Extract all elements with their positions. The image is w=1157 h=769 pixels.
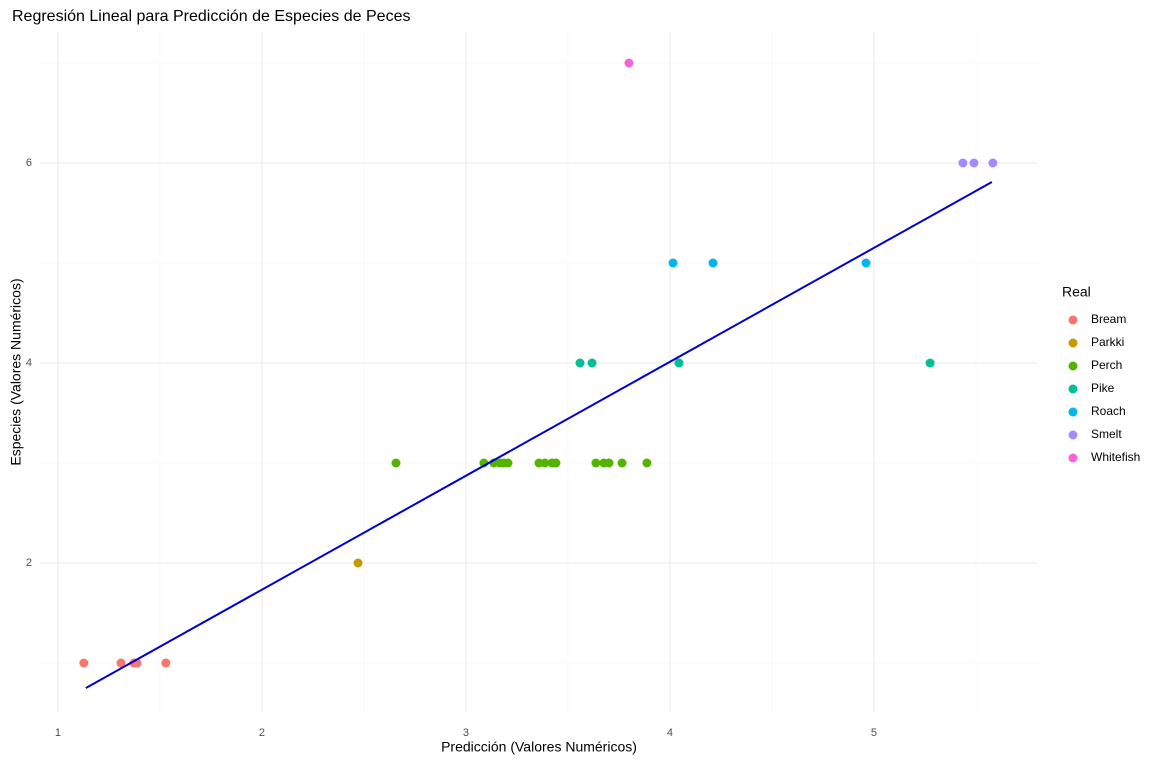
y-tick-label: 4: [26, 357, 32, 369]
data-point: [708, 258, 718, 268]
legend-marker: [1068, 453, 1078, 463]
data-point: [79, 658, 89, 668]
legend-label: Whitefish: [1091, 450, 1140, 464]
legend-title: Real: [1062, 284, 1091, 300]
x-tick-label: 2: [259, 727, 265, 739]
data-point: [575, 358, 585, 368]
grid: [40, 32, 1038, 712]
legend-marker: [1068, 407, 1078, 417]
x-tick-label: 3: [463, 727, 469, 739]
legend-marker: [1068, 315, 1078, 325]
legend-marker: [1068, 338, 1078, 348]
legend-label: Parkki: [1091, 335, 1124, 349]
x-tick-label: 5: [871, 727, 877, 739]
data-point: [391, 458, 401, 468]
regression-line: [85, 181, 993, 689]
data-point: [988, 158, 998, 168]
legend-marker: [1068, 430, 1078, 440]
data-point: [642, 458, 652, 468]
data-point: [969, 158, 979, 168]
legend-label: Bream: [1091, 312, 1126, 326]
x-axis-label: Predicción (Valores Numéricos): [441, 739, 637, 755]
data-point: [353, 558, 363, 568]
data-point: [861, 258, 871, 268]
data-point: [161, 658, 171, 668]
data-point: [624, 58, 634, 68]
data-point: [617, 458, 627, 468]
legend-label: Pike: [1091, 381, 1115, 395]
y-tick-label: 2: [26, 557, 32, 569]
data-point: [958, 158, 968, 168]
legend-label: Roach: [1091, 404, 1126, 418]
data-point: [591, 458, 601, 468]
data-point: [540, 458, 550, 468]
data-point: [551, 458, 561, 468]
legend-marker: [1068, 384, 1078, 394]
chart-title: Regresión Lineal para Predicción de Espe…: [12, 8, 410, 25]
legend-label: Smelt: [1091, 427, 1122, 441]
data-point: [925, 358, 935, 368]
y-axis-label: Especies (Valores Numéricos): [8, 278, 24, 465]
legend-marker: [1068, 361, 1078, 371]
data-point: [604, 458, 614, 468]
x-tick-label: 4: [667, 727, 673, 739]
data-point: [587, 358, 597, 368]
data-point: [503, 458, 513, 468]
data-point: [668, 258, 678, 268]
x-tick-label: 1: [55, 727, 61, 739]
data-point: [116, 658, 126, 668]
y-tick-label: 6: [26, 157, 32, 169]
legend-label: Perch: [1091, 358, 1122, 372]
data-point: [674, 358, 684, 368]
